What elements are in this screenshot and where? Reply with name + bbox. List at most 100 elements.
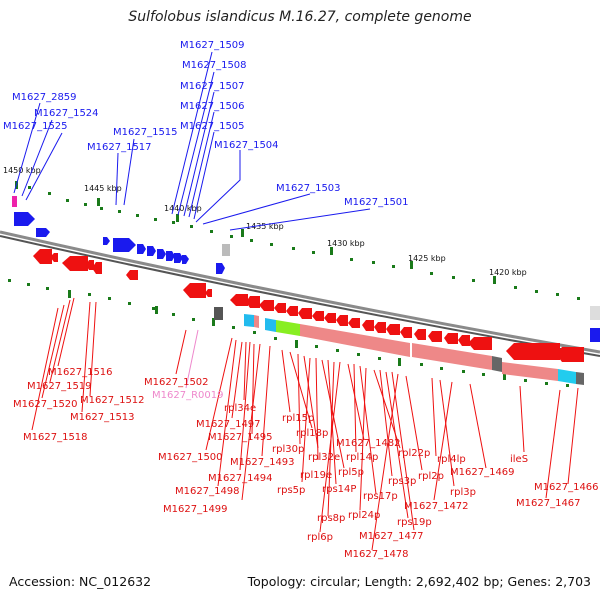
gene-label-reverse: rpl34e xyxy=(224,403,256,414)
gene-label-forward: M1627_1505 xyxy=(180,121,245,132)
gene-reverse xyxy=(50,253,58,262)
axis-tick-label: 1420 kbp xyxy=(489,268,527,277)
gene-label-reverse: rps5p xyxy=(277,485,305,496)
feature-band-cyan xyxy=(265,318,276,332)
gene-label-reverse: rpl5p xyxy=(338,467,364,478)
gene-label-reverse: rpl24p xyxy=(348,510,380,521)
gene-label-reverse: rpl30p xyxy=(272,444,304,455)
axis-tick-label: 1430 kbp xyxy=(327,239,365,248)
gene-label-reverse: rpl3p xyxy=(450,487,476,498)
gene-label-reverse: M1627_1477 xyxy=(359,531,424,542)
gene-label-reverse: M1627_1478 xyxy=(344,549,409,560)
gene-reverse xyxy=(348,318,360,328)
gene-label-reverse: rpl19e xyxy=(300,470,332,481)
gene-reverse xyxy=(336,315,348,326)
gene-label-reverse: M1627_1494 xyxy=(208,473,273,484)
gene-reverse xyxy=(230,294,248,306)
gene-label-reverse: rpl4lp xyxy=(437,454,466,465)
gene-label-reverse: M1627_1466 xyxy=(534,482,599,493)
gene-forward xyxy=(157,249,166,259)
gene-label-reverse: M1627_1467 xyxy=(516,498,581,509)
gene-label-reverse: M1627_1500 xyxy=(158,452,223,463)
gene-reverse xyxy=(274,303,286,313)
gene-label-reverse: M1627_1493 xyxy=(230,457,295,468)
gene-forward xyxy=(147,246,156,256)
reverse-label-leaders xyxy=(31,297,579,551)
gene-label-reverse: rps19p xyxy=(397,517,432,528)
gene-reverse xyxy=(126,270,138,280)
gene-label-reverse: M1627_1472 xyxy=(404,501,469,512)
genome-backbone-lower xyxy=(0,235,600,357)
gene-label-reverse: M1627_1482 xyxy=(336,438,401,449)
gene-reverse xyxy=(374,322,386,333)
gene-label-reverse: rps3p xyxy=(388,476,416,487)
feature-band-pink xyxy=(412,343,492,370)
gene-gray xyxy=(590,328,600,342)
gene-label-reverse: M1627_1512 xyxy=(80,395,145,406)
gene-label-forward: M1627_1504 xyxy=(214,140,279,151)
accession-text: Accession: NC_012632 xyxy=(9,574,152,589)
gene-reverse xyxy=(428,331,442,342)
gene-label-reverse: M1627_1518 xyxy=(23,432,88,443)
gene-label-reverse: rps8p xyxy=(317,513,345,524)
gene-reverse xyxy=(205,289,212,297)
gene-forward xyxy=(103,237,110,245)
feature-band-pink xyxy=(300,324,410,357)
gene-forward xyxy=(216,263,225,274)
gene-reverse xyxy=(444,333,458,344)
gene-label-forward: M1627_1506 xyxy=(180,101,245,112)
gene-label-reverse: M1627_1499 xyxy=(163,504,228,515)
gene-reverse xyxy=(286,306,298,316)
tick-row-inner xyxy=(8,279,569,387)
gene-gray xyxy=(590,306,600,320)
gene-forward xyxy=(113,238,136,252)
gene-label-reverse: M1627_1502 xyxy=(144,377,209,388)
gene-reverse xyxy=(92,262,102,274)
gene-reverse xyxy=(506,343,560,360)
gene-reverse xyxy=(298,308,312,319)
gene-reverse xyxy=(246,296,260,308)
axis-tick-label: 1435 kbp xyxy=(246,222,284,231)
gene-forward xyxy=(36,228,50,237)
forward-genes xyxy=(12,196,225,274)
gene-reverse xyxy=(362,320,374,331)
forward-label-leaders xyxy=(13,51,371,231)
gene-label-reverse: rps14P xyxy=(322,484,356,495)
gene-reverse xyxy=(183,283,206,298)
gene-label-forward: M1627_1515 xyxy=(113,127,178,138)
gene-label-reverse: rpl6p xyxy=(307,532,333,543)
axis-tick-label: 1425 kbp xyxy=(408,254,446,263)
gene-label-reverse: rpl18p xyxy=(296,428,328,439)
gene-forward xyxy=(137,244,146,254)
feature-band-pink xyxy=(502,362,558,381)
gene-reverse xyxy=(414,329,426,340)
gene-label-forward: M1627_1507 xyxy=(180,81,245,92)
gene-reverse xyxy=(312,311,324,321)
gene-label-reverse: M1627_1520 xyxy=(13,399,78,410)
gene-label-reverse: M1627_1519 xyxy=(27,381,92,392)
gene-forward xyxy=(12,196,17,207)
gene-forward xyxy=(166,251,175,261)
gene-forward xyxy=(182,255,189,264)
topology-text: Topology: circular; Length: 2,692,402 bp… xyxy=(247,574,591,589)
gene-label-reverse: rpl22p xyxy=(398,448,430,459)
axis-tick-label: 1440 kbp xyxy=(164,204,202,213)
gene-reverse xyxy=(386,324,400,335)
tick-row-outer xyxy=(15,181,580,300)
feature-band-gray xyxy=(492,356,502,372)
gene-reverse xyxy=(400,327,412,338)
gene-forward xyxy=(174,253,183,263)
gene-label-reverse: M1627_1516 xyxy=(48,367,113,378)
gene-label-forward: M1627_1517 xyxy=(87,142,152,153)
gene-label-forward: M1627_1501 xyxy=(344,197,409,208)
feature-band-gray xyxy=(576,372,584,385)
genome-backbone-upper xyxy=(0,230,600,354)
axis-tick-label: 1445 kbp xyxy=(84,184,122,193)
gene-label-forward: M1627_2859 xyxy=(12,92,77,103)
gene-label-reverse: M1627_1469 xyxy=(450,467,515,478)
gene-label-reverse: M1627_1513 xyxy=(70,412,135,423)
feature-band-pink xyxy=(254,315,259,328)
gene-label-forward: M1627_1508 xyxy=(182,60,247,71)
gene-reverse xyxy=(468,337,492,350)
gene-label-reverse: rpl32e xyxy=(308,452,340,463)
